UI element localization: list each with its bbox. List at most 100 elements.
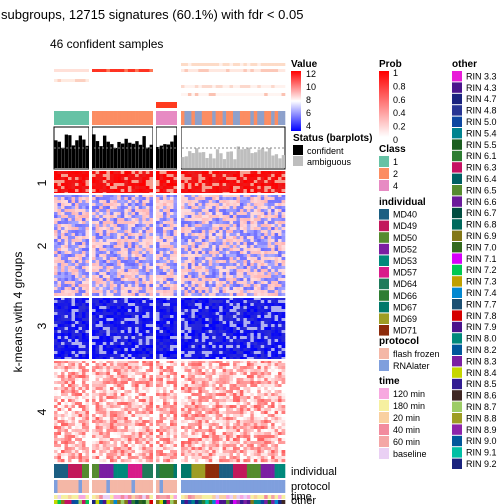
heatmap-cell [239, 333, 244, 337]
heatmap-cell [274, 174, 279, 178]
heatmap-cell [57, 224, 62, 228]
heatmap-cell [92, 318, 96, 322]
heatmap-cell [267, 357, 272, 361]
heatmap-cell [194, 248, 199, 252]
heatmap-cell [212, 275, 216, 279]
heatmap-cell [257, 363, 262, 367]
heatmap-cell [159, 203, 164, 207]
heatmap-cell [173, 254, 178, 258]
heatmap-cell [68, 260, 72, 264]
heatmap-cell [187, 378, 192, 382]
heatmap-cell [278, 209, 282, 213]
heatmap-cell [222, 348, 227, 352]
heatmap-cell [159, 303, 164, 307]
status-bar [198, 152, 202, 168]
heatmap-cell [120, 224, 125, 228]
heatmap-cell [75, 363, 79, 367]
heatmap-cell [257, 177, 262, 181]
heatmap-cell [194, 348, 199, 352]
heatmap-cell [124, 342, 129, 346]
heatmap-cell [191, 348, 196, 352]
heatmap-cell [85, 171, 90, 175]
heatmap-cell [260, 200, 265, 204]
heatmap-cell [191, 257, 196, 261]
heatmap-cell [127, 200, 132, 204]
heatmap-cell [260, 342, 265, 346]
prob-cell [267, 63, 272, 66]
heatmap-cell [191, 300, 196, 304]
heatmap-cell [92, 336, 96, 340]
heatmap-cell [156, 278, 160, 282]
heatmap-cell [159, 321, 164, 325]
heatmap-cell [117, 183, 122, 187]
prob-cell [226, 69, 230, 72]
heatmap-cell [233, 194, 237, 198]
heatmap-cell [102, 290, 107, 294]
heatmap-cell [274, 266, 279, 270]
heatmap-cell [229, 171, 234, 175]
heatmap-cell [92, 269, 96, 273]
heatmap-cell [131, 378, 136, 382]
prob-cell [208, 63, 213, 66]
heatmap-cell [236, 233, 241, 237]
heatmap-cell [120, 366, 125, 370]
heatmap-cell [267, 369, 272, 373]
heatmap-cell [95, 239, 100, 243]
heatmap-cell [159, 348, 164, 352]
heatmap-cell [106, 266, 111, 270]
heatmap-cell [71, 257, 76, 261]
heatmap-cell [184, 321, 189, 325]
heatmap-cell [82, 248, 86, 252]
heatmap-cell [127, 224, 132, 228]
heatmap-cell [82, 360, 86, 364]
heatmap-cell [198, 221, 203, 225]
class-cell [82, 111, 86, 125]
heatmap-cell [124, 203, 129, 207]
heatmap-cell [243, 378, 248, 382]
heatmap-cell [54, 318, 58, 322]
heatmap-cell [194, 275, 199, 279]
heatmap-cell [205, 200, 210, 204]
heatmap-cell [226, 200, 230, 204]
heatmap-cell [109, 227, 114, 231]
heatmap-cell [54, 284, 58, 288]
heatmap-cell [205, 287, 210, 291]
heatmap-cell [54, 372, 58, 376]
heatmap-cell [229, 189, 234, 193]
heatmap-cell [117, 260, 122, 264]
heatmap-cell [54, 315, 58, 319]
heatmap-cell [78, 287, 83, 291]
class-cell [131, 111, 136, 125]
heatmap-cell [184, 245, 189, 249]
heatmap-cell [264, 242, 268, 246]
heatmap-cell [281, 180, 286, 184]
heatmap-cell [226, 233, 230, 237]
heatmap-cell [138, 324, 143, 328]
heatmap-cell [124, 348, 129, 352]
prob-cell [57, 63, 62, 66]
heatmap-cell [278, 224, 282, 228]
heatmap-cell [222, 281, 227, 285]
heatmap-cell [135, 263, 139, 267]
heatmap-cell [75, 206, 79, 210]
heatmap-cell [99, 248, 104, 252]
heatmap-cell [82, 303, 86, 307]
heatmap-cell [102, 333, 107, 337]
heatmap-cell [257, 372, 262, 376]
heatmap-cell [173, 200, 178, 204]
heatmap-cell [131, 339, 136, 343]
heatmap-cell [99, 230, 104, 234]
prob-cell [159, 85, 164, 88]
heatmap-cell [187, 354, 192, 358]
heatmap-cell [212, 297, 216, 301]
heatmap-cell [159, 333, 164, 337]
heatmap-cell [131, 245, 136, 249]
heatmap-cell [184, 348, 189, 352]
heatmap-cell [95, 266, 100, 270]
prob-cell [191, 69, 196, 72]
heatmap-cell [264, 372, 268, 376]
heatmap-cell [267, 257, 272, 261]
heatmap-cell [85, 345, 90, 349]
heatmap-cell [201, 321, 206, 325]
prob-cell [205, 79, 210, 82]
